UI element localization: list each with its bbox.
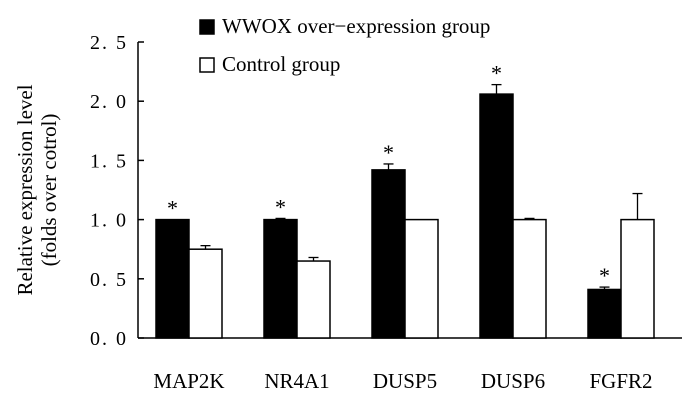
bar-control bbox=[512, 218, 547, 339]
legend-swatch-treatment bbox=[199, 19, 215, 35]
y-tick-label: 2. 5 bbox=[90, 32, 128, 54]
y-tick-label: 2. 0 bbox=[90, 91, 128, 113]
x-category-label: NR4A1 bbox=[264, 369, 329, 393]
y-axis-title-line2: (folds over cotrol) bbox=[37, 114, 61, 267]
bar-treatment bbox=[587, 288, 622, 339]
legend-swatch-control bbox=[199, 57, 215, 73]
y-tick-label: 1. 5 bbox=[90, 150, 128, 172]
significance-marker: * bbox=[599, 263, 610, 288]
bar-treatment bbox=[479, 93, 514, 339]
bars bbox=[155, 83, 655, 339]
legend: WWOX over−expression group Control group bbox=[199, 14, 490, 76]
x-category-label: DUSP6 bbox=[481, 369, 545, 393]
significance-marker: * bbox=[275, 194, 286, 219]
bar-treatment bbox=[155, 218, 190, 339]
legend-label-control: Control group bbox=[222, 52, 340, 76]
y-tick-label: 1. 0 bbox=[90, 210, 128, 232]
y-axis-title-line1: Relative expression level bbox=[13, 84, 37, 295]
significance-marker: * bbox=[167, 196, 178, 221]
y-axis-title: Relative expression level (folds over co… bbox=[13, 84, 61, 295]
x-category-label: MAP2K bbox=[153, 369, 224, 393]
bar-control bbox=[296, 260, 331, 339]
significance-marker: * bbox=[383, 140, 394, 165]
bar-control bbox=[404, 218, 439, 339]
bar-control bbox=[620, 218, 655, 339]
significance-marker: * bbox=[491, 61, 502, 86]
x-category-label: FGFR2 bbox=[589, 369, 652, 393]
bar-treatment bbox=[263, 218, 298, 339]
y-tick-label: 0. 5 bbox=[90, 269, 128, 291]
y-tick-label: 0. 0 bbox=[90, 328, 128, 350]
x-category-label: DUSP5 bbox=[373, 369, 437, 393]
legend-label-treatment: WWOX over−expression group bbox=[222, 14, 490, 38]
bar-control bbox=[188, 248, 223, 339]
bar-treatment bbox=[371, 169, 406, 339]
labels: 0. 0 0. 5 1. 0 1. 5 2. 0 2. 5 MAP2K NR4A1 DUSP5 D… bbox=[90, 32, 653, 393]
